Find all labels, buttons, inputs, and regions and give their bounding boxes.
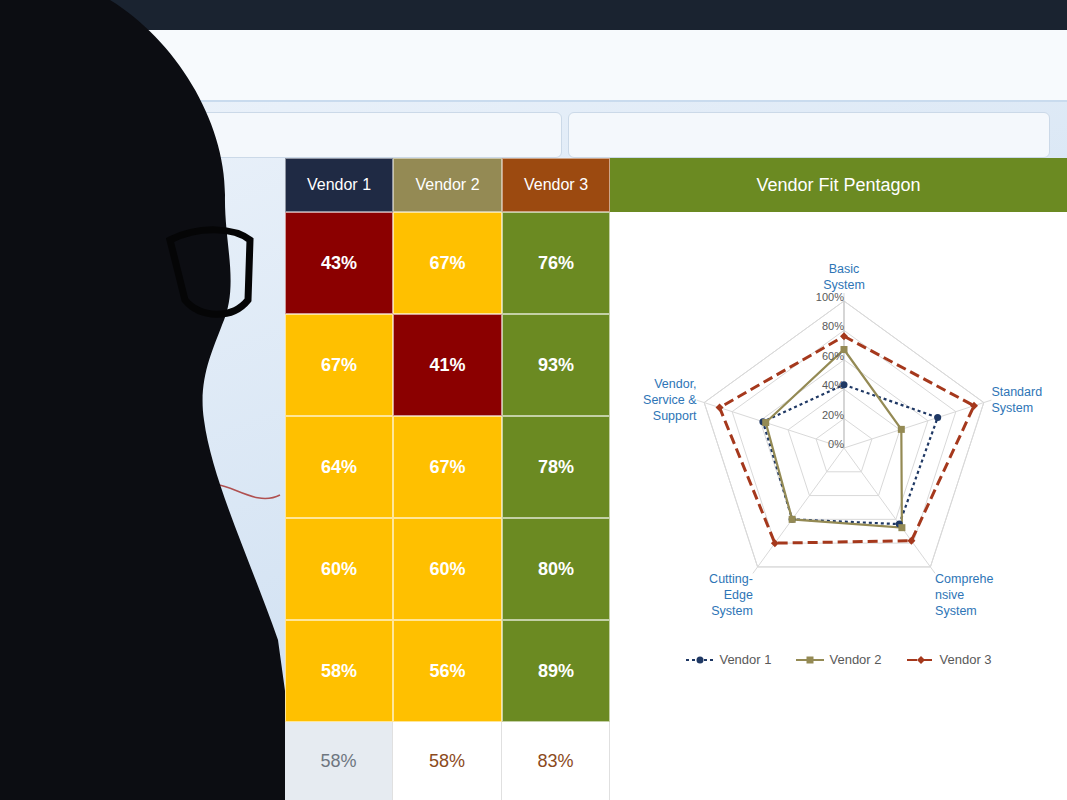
html-text:43%: 43% — [321, 252, 357, 273]
svg-text:0%: 0% — [828, 438, 844, 450]
html-text:Vendor 2: Vendor 2 — [829, 652, 882, 667]
svg-text:Vendor,Service &Support: Vendor,Service &Support — [643, 377, 697, 423]
svg-text:40%: 40% — [822, 379, 844, 392]
html-text:41%: 41% — [429, 354, 466, 375]
html-text:56%: 56% — [429, 660, 466, 681]
html-text:Vendor 2: Vendor 2 — [415, 176, 480, 193]
svg-text:100%: 100% — [816, 291, 844, 303]
html-text:Vendor 1: Vendor 1 — [307, 176, 371, 193]
svg-text:80%: 80% — [822, 320, 844, 332]
svg-text:StandardSystem: StandardSystem — [991, 385, 1042, 415]
html-text:Vendor 3: Vendor 3 — [939, 652, 992, 667]
html-text:Vendor 1: Vendor 1 — [719, 652, 772, 667]
html-text:93%: 93% — [538, 354, 574, 375]
html-text:Vendor Fit Pentagon: Vendor Fit Pentagon — [756, 174, 921, 195]
html-text:60%: 60% — [321, 558, 357, 579]
html-text:67%: 67% — [429, 456, 466, 477]
html-text:89%: 89% — [538, 660, 574, 681]
html-text:67%: 67% — [429, 252, 466, 273]
html-text:83%: 83% — [537, 750, 574, 771]
html-text:58%: 58% — [429, 750, 465, 771]
html-text:80%: 80% — [538, 558, 574, 579]
html-text:67%: 67% — [321, 354, 357, 375]
svg-text:60%: 60% — [822, 349, 844, 362]
html-text:58%: 58% — [321, 660, 357, 681]
svg-text:BasicSystem: BasicSystem — [823, 262, 865, 292]
svg-text:20%: 20% — [822, 409, 844, 421]
svg-text:ComprehensiveSystem: ComprehensiveSystem — [935, 572, 993, 618]
html-text:78%: 78% — [538, 456, 574, 477]
html-text:58%: 58% — [320, 750, 357, 771]
html-text:76%: 76% — [538, 252, 574, 273]
html-text:60%: 60% — [429, 558, 466, 579]
html-text:64%: 64% — [321, 456, 357, 477]
html-text:Vendor 3: Vendor 3 — [524, 176, 588, 193]
svg-text:Cutting-EdgeSystem: Cutting-EdgeSystem — [709, 572, 753, 618]
